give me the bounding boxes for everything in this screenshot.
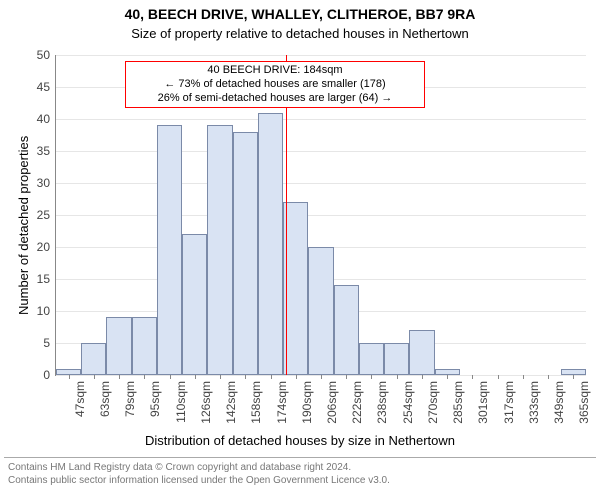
x-tick-label: 190sqm bbox=[300, 381, 314, 424]
histogram-bar bbox=[81, 343, 106, 375]
histogram-bar bbox=[308, 247, 333, 375]
gridline bbox=[56, 151, 586, 152]
y-axis-label: Number of detached properties bbox=[16, 136, 31, 315]
x-tick-mark bbox=[94, 375, 95, 379]
histogram-bar bbox=[359, 343, 384, 375]
x-tick-mark bbox=[69, 375, 70, 379]
x-tick-label: 301sqm bbox=[476, 381, 490, 424]
y-tick-label: 40 bbox=[37, 112, 50, 126]
x-tick-mark bbox=[447, 375, 448, 379]
histogram-bar bbox=[384, 343, 409, 375]
x-tick-mark bbox=[422, 375, 423, 379]
x-tick-mark bbox=[397, 375, 398, 379]
y-tick-label: 30 bbox=[37, 176, 50, 190]
gridline bbox=[56, 215, 586, 216]
x-tick-label: 174sqm bbox=[275, 381, 289, 424]
chart-title: 40, BEECH DRIVE, WHALLEY, CLITHEROE, BB7… bbox=[0, 6, 600, 22]
footer-divider bbox=[4, 457, 596, 458]
y-tick-label: 25 bbox=[37, 208, 50, 222]
plot-area: 0510152025303540455047sqm63sqm79sqm95sqm… bbox=[55, 55, 586, 376]
histogram-bar bbox=[207, 125, 232, 375]
y-tick-label: 10 bbox=[37, 304, 50, 318]
histogram-bar bbox=[283, 202, 308, 375]
x-tick-label: 270sqm bbox=[426, 381, 440, 424]
x-tick-label: 158sqm bbox=[249, 381, 263, 424]
gridline bbox=[56, 119, 586, 120]
y-tick-label: 15 bbox=[37, 272, 50, 286]
histogram-bar bbox=[233, 132, 258, 375]
x-tick-label: 110sqm bbox=[174, 381, 188, 423]
x-tick-mark bbox=[271, 375, 272, 379]
x-tick-mark bbox=[170, 375, 171, 379]
x-tick-mark bbox=[573, 375, 574, 379]
x-tick-label: 317sqm bbox=[502, 381, 516, 424]
x-tick-mark bbox=[346, 375, 347, 379]
x-tick-label: 333sqm bbox=[527, 381, 541, 424]
histogram-bar bbox=[409, 330, 434, 375]
x-tick-mark bbox=[245, 375, 246, 379]
footer-line-2: Contains public sector information licen… bbox=[8, 475, 600, 488]
x-tick-label: 238sqm bbox=[375, 381, 389, 424]
x-tick-label: 63sqm bbox=[98, 381, 112, 417]
y-tick-label: 35 bbox=[37, 144, 50, 158]
histogram-bar bbox=[182, 234, 207, 375]
annotation-line-1: 40 BEECH DRIVE: 184sqm bbox=[132, 64, 418, 78]
gridline bbox=[56, 183, 586, 184]
y-tick-label: 20 bbox=[37, 240, 50, 254]
x-tick-label: 126sqm bbox=[199, 381, 213, 424]
x-tick-mark bbox=[119, 375, 120, 379]
x-tick-mark bbox=[195, 375, 196, 379]
histogram-bar bbox=[106, 317, 131, 375]
gridline bbox=[56, 55, 586, 56]
footer-line-1: Contains HM Land Registry data © Crown c… bbox=[8, 462, 600, 475]
x-tick-mark bbox=[523, 375, 524, 379]
x-tick-label: 79sqm bbox=[123, 381, 137, 417]
x-tick-label: 222sqm bbox=[350, 381, 364, 424]
annotation-line-3: 26% of semi-detached houses are larger (… bbox=[132, 92, 418, 106]
annotation-box: 40 BEECH DRIVE: 184sqm ← 73% of detached… bbox=[125, 61, 425, 108]
x-tick-mark bbox=[321, 375, 322, 379]
x-tick-label: 285sqm bbox=[451, 381, 465, 424]
histogram-bar bbox=[334, 285, 359, 375]
histogram-bar bbox=[157, 125, 182, 375]
histogram-bar bbox=[258, 113, 283, 375]
histogram-chart: 40, BEECH DRIVE, WHALLEY, CLITHEROE, BB7… bbox=[0, 0, 600, 500]
x-tick-label: 206sqm bbox=[325, 381, 339, 424]
x-tick-label: 365sqm bbox=[577, 381, 591, 424]
x-tick-label: 349sqm bbox=[552, 381, 566, 424]
x-tick-mark bbox=[472, 375, 473, 379]
x-tick-mark bbox=[296, 375, 297, 379]
x-tick-label: 47sqm bbox=[73, 381, 87, 417]
y-tick-label: 5 bbox=[43, 336, 50, 350]
x-tick-label: 254sqm bbox=[401, 381, 415, 424]
x-tick-mark bbox=[498, 375, 499, 379]
footer-text: Contains HM Land Registry data © Crown c… bbox=[0, 462, 600, 487]
x-tick-mark bbox=[220, 375, 221, 379]
x-tick-mark bbox=[371, 375, 372, 379]
x-tick-mark bbox=[548, 375, 549, 379]
histogram-bar bbox=[132, 317, 157, 375]
x-tick-label: 95sqm bbox=[148, 381, 162, 417]
y-tick-label: 0 bbox=[43, 368, 50, 382]
x-tick-label: 142sqm bbox=[224, 381, 238, 424]
y-tick-label: 50 bbox=[37, 48, 50, 62]
x-tick-mark bbox=[144, 375, 145, 379]
chart-subtitle: Size of property relative to detached ho… bbox=[0, 26, 600, 41]
y-tick-label: 45 bbox=[37, 80, 50, 94]
annotation-line-2: ← 73% of detached houses are smaller (17… bbox=[132, 78, 418, 92]
x-axis-label: Distribution of detached houses by size … bbox=[0, 433, 600, 448]
